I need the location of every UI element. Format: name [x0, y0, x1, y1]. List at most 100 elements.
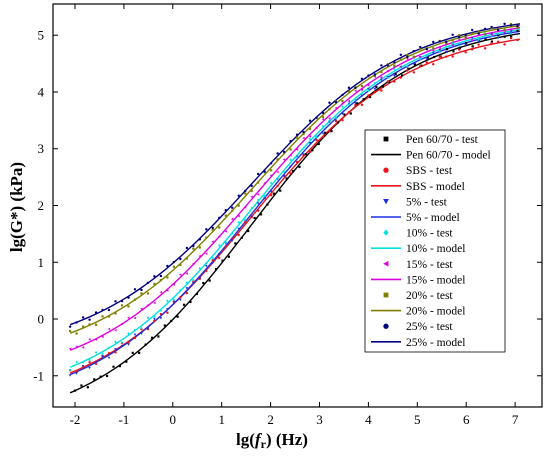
test-point — [159, 279, 162, 282]
test-point — [295, 133, 299, 136]
legend-marker — [383, 292, 389, 298]
test-point — [166, 276, 169, 279]
test-point — [94, 311, 98, 314]
test-point — [269, 162, 273, 165]
test-point — [509, 32, 513, 36]
test-point — [341, 118, 344, 122]
test-point — [114, 328, 117, 332]
test-point — [438, 50, 441, 54]
test-point — [127, 316, 130, 320]
test-point — [221, 259, 224, 262]
test-point — [153, 282, 156, 285]
test-point — [380, 64, 383, 67]
test-point — [127, 332, 130, 336]
test-point — [509, 24, 513, 27]
test-point — [282, 158, 286, 161]
test-point — [198, 238, 202, 241]
test-point — [101, 352, 104, 356]
test-point — [419, 45, 422, 49]
test-point — [334, 100, 338, 104]
test-point — [321, 117, 325, 121]
test-point — [120, 341, 124, 345]
test-point — [192, 244, 195, 248]
test-point — [224, 230, 227, 233]
test-point — [256, 209, 260, 212]
test-point — [279, 189, 282, 192]
test-point — [208, 279, 211, 282]
test-point — [256, 193, 260, 196]
test-point — [75, 372, 78, 375]
test-point — [250, 215, 254, 218]
test-point — [250, 184, 253, 188]
test-point — [68, 325, 72, 328]
test-point — [406, 53, 409, 57]
test-point — [81, 365, 85, 368]
test-point — [88, 318, 91, 321]
test-point — [490, 33, 493, 37]
test-point — [146, 327, 150, 330]
test-point — [230, 239, 234, 242]
test-point — [237, 233, 240, 237]
test-point — [179, 273, 182, 276]
test-point — [341, 93, 344, 97]
test-point — [256, 172, 260, 176]
test-point — [257, 181, 260, 184]
test-point — [192, 278, 195, 282]
x-tick-label: 6 — [463, 412, 470, 427]
test-point — [413, 63, 417, 66]
test-point — [131, 351, 134, 354]
test-point — [282, 175, 286, 178]
test-point — [140, 307, 143, 311]
test-point — [243, 206, 247, 209]
test-point — [172, 265, 175, 268]
test-point — [73, 389, 77, 392]
test-point — [433, 55, 436, 59]
test-point — [179, 263, 182, 267]
axis-ticks: -2 -1 0 1 2 3 4 5 6 7 -1 0 1 2 3 4 5 — [33, 4, 542, 427]
test-point — [107, 352, 111, 355]
test-point — [457, 48, 461, 51]
test-point — [88, 366, 91, 370]
test-point — [240, 236, 243, 239]
test-point — [269, 181, 273, 185]
test-point — [471, 45, 474, 48]
test-point — [393, 60, 396, 64]
test-point — [244, 192, 247, 195]
test-point — [399, 65, 402, 69]
test-point — [393, 74, 396, 78]
test-point — [269, 174, 273, 177]
test-point — [367, 94, 370, 97]
test-point — [360, 103, 364, 107]
test-point — [426, 56, 429, 59]
legend-marker — [383, 229, 389, 236]
test-point — [412, 49, 416, 53]
x-tick-label: 1 — [218, 412, 225, 427]
test-point — [205, 269, 208, 272]
test-point — [120, 304, 124, 307]
test-point — [432, 40, 435, 44]
test-point — [205, 261, 208, 265]
test-point — [509, 22, 513, 26]
test-point — [425, 58, 429, 61]
test-point — [477, 43, 480, 46]
test-point — [127, 341, 130, 344]
test-point — [159, 312, 163, 316]
test-point — [302, 132, 305, 136]
test-point — [354, 103, 357, 107]
test-point — [75, 332, 78, 335]
test-point — [334, 116, 338, 120]
test-point — [127, 296, 130, 299]
test-point — [120, 345, 124, 348]
test-point — [341, 99, 344, 103]
y-tick-label: 5 — [38, 28, 45, 43]
test-point — [153, 317, 156, 321]
test-point — [114, 340, 117, 344]
test-point — [153, 275, 156, 278]
test-point — [375, 86, 378, 89]
test-point — [347, 99, 351, 103]
legend-label: 5% - model — [406, 212, 460, 224]
test-point — [477, 30, 480, 33]
test-point — [321, 132, 325, 135]
test-point — [107, 308, 111, 312]
test-point — [88, 361, 91, 364]
